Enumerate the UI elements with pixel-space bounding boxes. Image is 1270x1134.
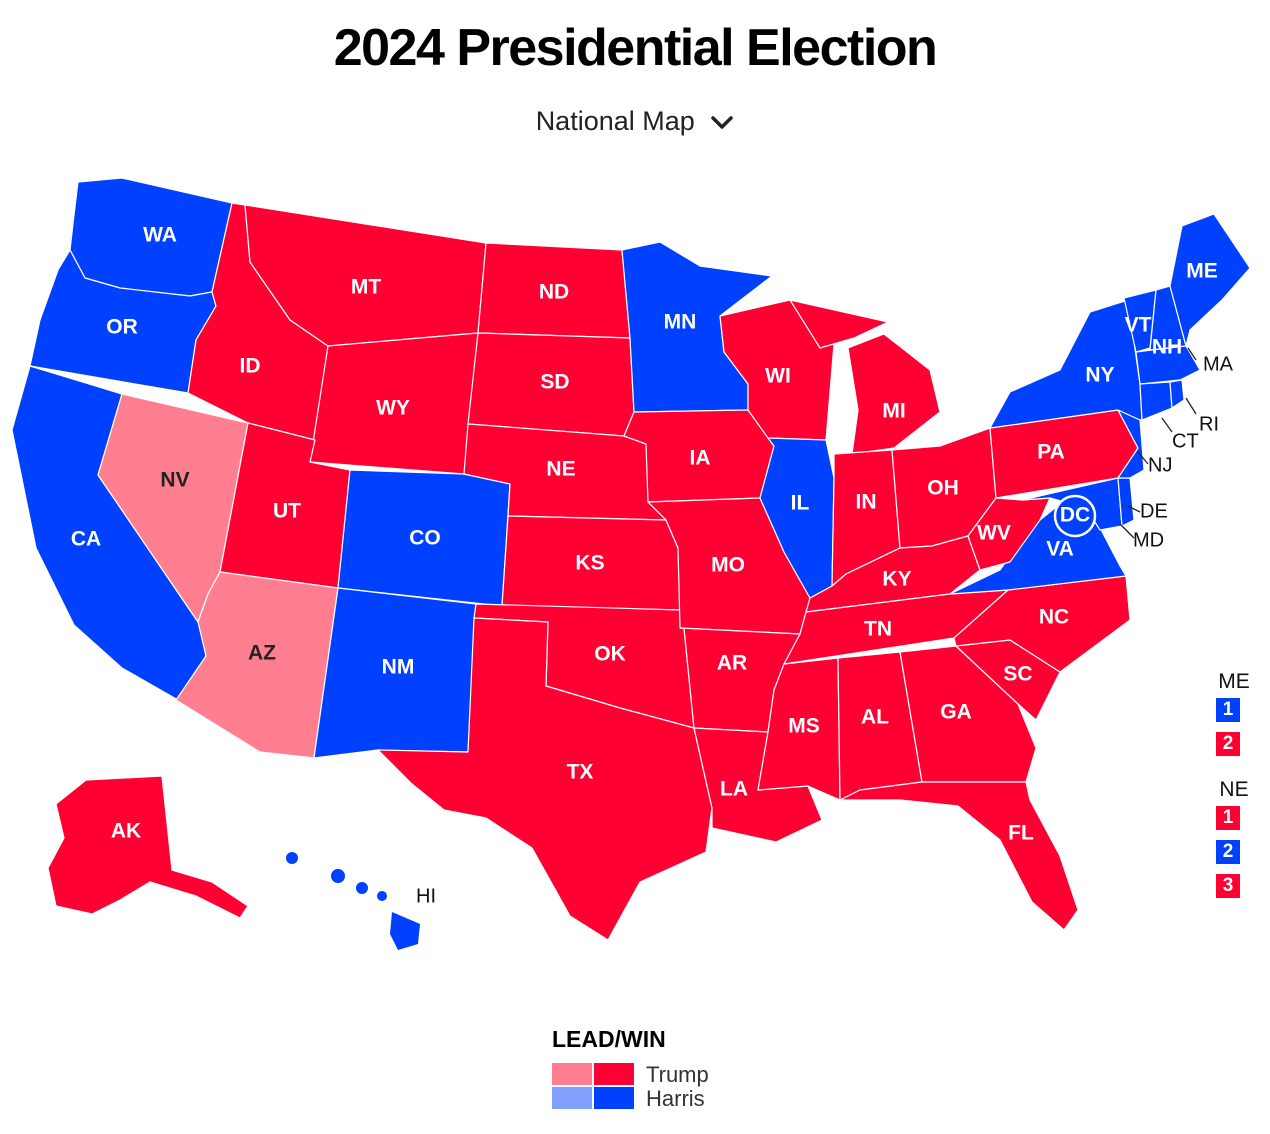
cd-ME-2[interactable]: 2 bbox=[1216, 732, 1240, 756]
map-view-label: National Map bbox=[535, 106, 695, 136]
state-label-SD: SD bbox=[540, 371, 569, 394]
legend-harris-lead-swatch bbox=[552, 1087, 592, 1109]
state-label-DC: DC bbox=[1060, 504, 1090, 527]
state-CT[interactable] bbox=[1139, 381, 1173, 421]
state-label-OH: OH bbox=[927, 477, 959, 500]
state-MA[interactable] bbox=[1135, 345, 1201, 385]
state-label-IN: IN bbox=[856, 491, 877, 514]
legend-harris-win-swatch bbox=[594, 1087, 634, 1109]
cd-NE-3[interactable]: 3 bbox=[1216, 874, 1240, 898]
cd-ME-1[interactable]: 1 bbox=[1216, 698, 1240, 722]
state-label-SC: SC bbox=[1003, 663, 1032, 686]
state-label-MN: MN bbox=[664, 311, 697, 334]
state-labels: WA OR CA NV ID MT WY UT AZ CO NM ND SD NE KS OK TX MN IA MO… bbox=[71, 224, 1234, 908]
state-label-ME: ME bbox=[1186, 260, 1218, 283]
state-DC[interactable] bbox=[1053, 494, 1097, 538]
state-label-NC: NC bbox=[1039, 606, 1069, 629]
chevron-down-icon bbox=[710, 107, 734, 138]
legend-trump-win-swatch bbox=[594, 1063, 634, 1085]
state-label-KS: KS bbox=[575, 552, 604, 575]
state-label-MO: MO bbox=[711, 554, 745, 577]
state-label-LA: LA bbox=[720, 778, 748, 801]
state-label-CA: CA bbox=[71, 528, 101, 551]
state-label-RI: RI bbox=[1199, 413, 1219, 435]
state-label-WI: WI bbox=[765, 365, 791, 388]
state-label-GA: GA bbox=[940, 701, 972, 724]
cd-NE-2[interactable]: 2 bbox=[1216, 840, 1240, 864]
state-label-NE: NE bbox=[546, 458, 575, 481]
state-label-WV: WV bbox=[977, 522, 1011, 545]
state-label-WA: WA bbox=[143, 224, 177, 247]
state-label-TX: TX bbox=[567, 761, 594, 784]
state-label-NH: NH bbox=[1152, 336, 1182, 359]
map-view-dropdown[interactable]: National Map bbox=[0, 106, 1270, 138]
state-label-IL: IL bbox=[791, 492, 810, 515]
leader-lines bbox=[1119, 347, 1197, 539]
legend-trump-label: Trump bbox=[646, 1062, 709, 1087]
state-label-OR: OR bbox=[106, 316, 138, 339]
state-label-KY: KY bbox=[882, 568, 911, 591]
state-label-OK: OK bbox=[594, 643, 626, 666]
state-label-DE: DE bbox=[1140, 500, 1168, 522]
cd-NE-1[interactable]: 1 bbox=[1216, 806, 1240, 830]
state-ME[interactable] bbox=[1169, 213, 1251, 347]
state-label-MS: MS bbox=[788, 715, 820, 738]
legend-title: LEAD/WIN bbox=[552, 1026, 666, 1052]
state-label-UT: UT bbox=[273, 500, 301, 523]
state-label-FL: FL bbox=[1008, 822, 1034, 845]
state-label-CT: CT bbox=[1172, 430, 1199, 452]
state-label-MD: MD bbox=[1133, 529, 1164, 551]
legend-harris-label: Harris bbox=[646, 1086, 705, 1111]
state-FL[interactable] bbox=[839, 781, 1079, 931]
state-HI[interactable] bbox=[286, 852, 420, 950]
state-label-CO: CO bbox=[409, 527, 441, 550]
state-label-ID: ID bbox=[240, 355, 261, 378]
state-label-AK: AK bbox=[111, 820, 141, 843]
state-WV[interactable] bbox=[967, 497, 1051, 571]
state-RI[interactable] bbox=[1169, 379, 1185, 409]
state-label-MI: MI bbox=[882, 400, 905, 423]
state-label-ND: ND bbox=[539, 281, 569, 304]
state-label-NV: NV bbox=[160, 469, 189, 492]
state-label-MA: MA bbox=[1203, 353, 1234, 375]
state-label-NY: NY bbox=[1085, 364, 1114, 387]
state-TX[interactable] bbox=[377, 617, 713, 941]
state-AK[interactable] bbox=[47, 775, 249, 919]
state-label-VA: VA bbox=[1046, 538, 1074, 561]
state-label-VT: VT bbox=[1125, 314, 1152, 337]
state-label-MT: MT bbox=[351, 276, 381, 299]
state-label-PA: PA bbox=[1037, 441, 1065, 464]
cd-header-ME: ME bbox=[1218, 670, 1250, 693]
state-label-IA: IA bbox=[690, 447, 711, 470]
state-label-HI: HI bbox=[416, 885, 436, 907]
state-label-WY: WY bbox=[376, 397, 410, 420]
state-label-AR: AR bbox=[717, 652, 747, 675]
state-label-NJ: NJ bbox=[1148, 454, 1172, 476]
state-label-AZ: AZ bbox=[248, 642, 276, 665]
state-label-NM: NM bbox=[382, 656, 415, 679]
state-label-AL: AL bbox=[861, 706, 889, 729]
state-label-TN: TN bbox=[864, 618, 892, 641]
cd-header-NE: NE bbox=[1219, 778, 1249, 801]
legend-trump-lead-swatch bbox=[552, 1063, 592, 1085]
page-title: 2024 Presidential Election bbox=[333, 19, 938, 77]
state-MI[interactable] bbox=[789, 299, 941, 455]
